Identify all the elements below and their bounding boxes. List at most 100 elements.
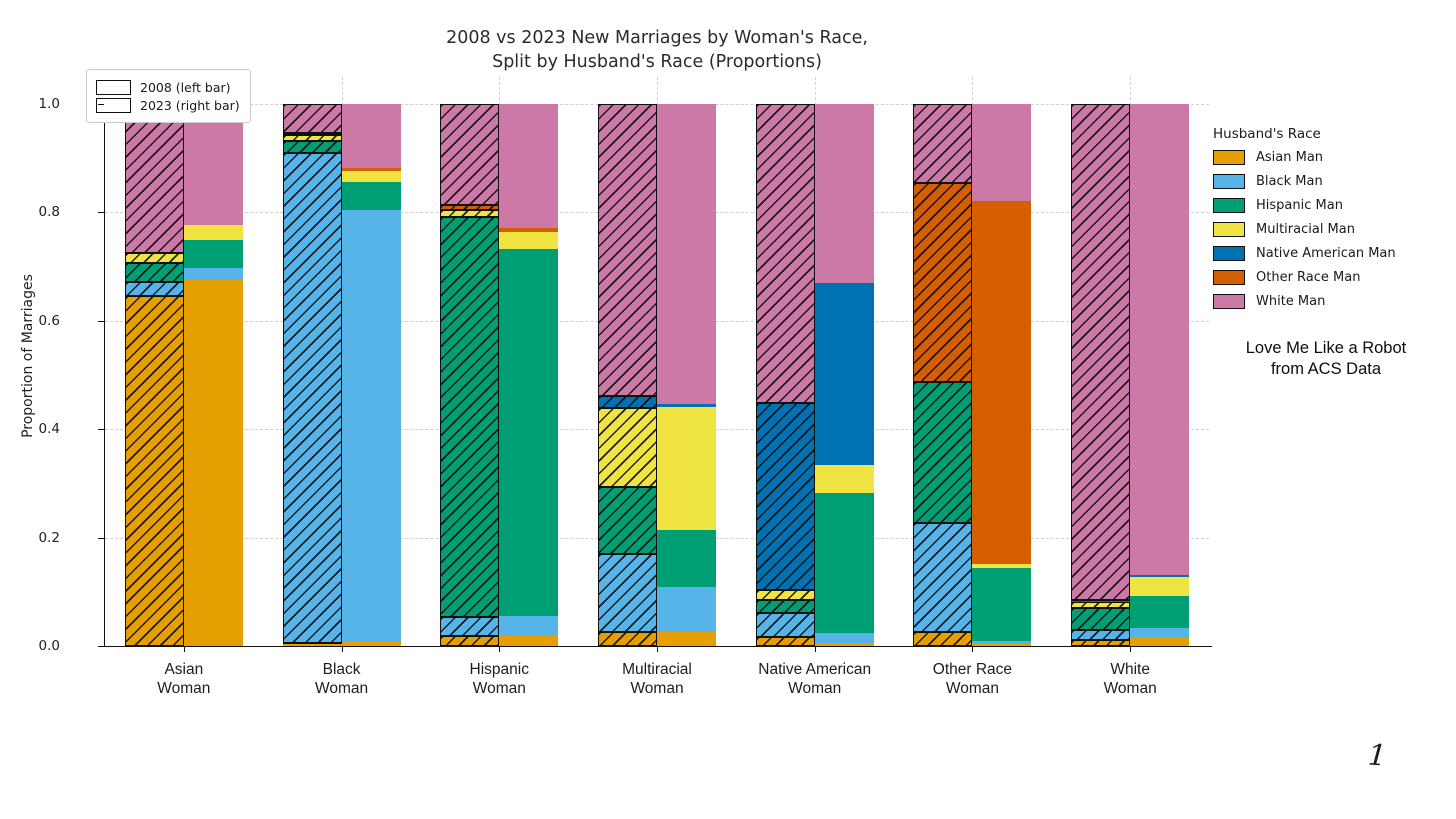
chart-title-line2: Split by Husband's Race (Proportions)	[492, 52, 822, 72]
legend-color-swatch	[1213, 198, 1245, 213]
stacked-bar-2023	[814, 104, 874, 646]
plain-swatch	[96, 98, 131, 113]
legend-color-swatch	[1213, 246, 1245, 261]
bar-segment-white-man	[598, 104, 657, 397]
bar-segment-white-man	[1071, 104, 1131, 600]
bar-segment-white-man	[341, 104, 401, 168]
chart-title-line1: 2008 vs 2023 New Marriages by Woman's Ra…	[446, 28, 868, 48]
bar-segment-asian-man	[282, 642, 342, 646]
bar-segment-multiracial-man	[499, 231, 559, 249]
bar-segment-white-man	[183, 104, 243, 225]
bar-segment-asian-man	[1071, 640, 1131, 646]
bar-segment-white-man	[440, 104, 500, 205]
bar-segment-asian-man	[913, 631, 973, 646]
bar-segment-white-man	[1130, 104, 1190, 576]
legend-item-2023-label: 2023 (right bar)	[140, 98, 240, 113]
bar-segment-hispanic-man	[972, 567, 1032, 642]
legend-item-black-man: Black Man	[1213, 174, 1396, 189]
bar-segment-multiracial-man	[657, 407, 716, 531]
bar-segment-hispanic-man	[814, 493, 874, 633]
bar-segment-multiracial-man	[124, 253, 184, 264]
bar-segment-asian-man	[499, 636, 559, 646]
year-legend: 2008 (left bar) 2023 (right bar)	[86, 69, 251, 123]
legend-item-2008-label: 2008 (left bar)	[140, 80, 231, 95]
bar-segment-other-race-man	[972, 201, 1032, 564]
stacked-bar-2023	[341, 104, 401, 646]
page-number: 1	[1366, 737, 1388, 773]
bar-segment-multiracial-man	[440, 210, 500, 217]
stacked-bar-2008	[1071, 104, 1131, 646]
x-tick-mark	[341, 647, 343, 652]
x-tick-mark	[657, 647, 658, 652]
bar-segment-white-man	[657, 104, 716, 405]
y-tick-mark	[98, 104, 104, 105]
bar-segment-asian-man	[755, 636, 815, 646]
bar-segment-asian-man	[598, 631, 657, 646]
bar-segment-multiracial-man	[183, 224, 243, 241]
legend-item-white-man: White Man	[1213, 294, 1396, 309]
legend-item-other-race-man: Other Race Man	[1213, 270, 1396, 285]
bar-segment-hispanic-man	[657, 530, 716, 587]
bar-segment-native-american-man	[1071, 599, 1131, 603]
legend-color-swatch	[1213, 294, 1245, 309]
bar-segment-other-race-man	[341, 168, 401, 172]
bar-segment-multiracial-man	[1130, 577, 1190, 596]
bar-segment-black-man	[1071, 629, 1131, 641]
bar-segment-asian-man	[814, 642, 874, 646]
bar-segment-multiracial-man	[1071, 602, 1131, 609]
bar-segment-black-man	[972, 641, 1032, 645]
legend-item-label: Native American Man	[1256, 246, 1396, 261]
x-tick-mark	[499, 647, 501, 652]
bar-segment-multiracial-man	[755, 590, 815, 600]
annotation-line1: Love Me Like a Robot	[1245, 339, 1407, 357]
bar-segment-asian-man	[972, 644, 1032, 646]
watermark-annotation: Love Me Like a Robot from ACS Data	[1215, 338, 1437, 380]
bar-segment-hispanic-man	[183, 240, 243, 269]
bar-segment-native-american-man	[598, 396, 657, 409]
legend-item-multiracial-man: Multiracial Man	[1213, 222, 1396, 237]
chart-title: 2008 vs 2023 New Marriages by Woman's Ra…	[105, 26, 1209, 74]
bar-segment-native-american-man	[755, 403, 815, 591]
x-tick-label: Multiracial Woman	[622, 661, 692, 697]
y-tick-label: 0.2	[38, 529, 60, 546]
bar-segment-black-man	[183, 268, 243, 281]
bar-segment-hispanic-man	[282, 141, 342, 154]
bar-segment-white-man	[282, 104, 342, 134]
legend-item-2008: 2008 (left bar)	[96, 80, 240, 95]
bar-segment-multiracial-man	[282, 135, 342, 142]
x-tick-mark	[814, 647, 816, 652]
legend-color-swatch	[1213, 174, 1245, 189]
legend-item-2023: 2023 (right bar)	[96, 98, 240, 113]
x-tick-label: Black Woman	[315, 661, 369, 697]
bar-segment-asian-man	[1130, 637, 1190, 646]
x-tick-mark	[972, 647, 974, 652]
y-tick-label: 0.6	[38, 312, 60, 329]
bar-segment-other-race-man	[499, 228, 559, 232]
y-tick-mark	[98, 429, 104, 431]
husband-race-legend-title: Husband's Race	[1213, 126, 1321, 142]
x-axis-spine	[98, 646, 1212, 647]
legend-item-native-american-man: Native American Man	[1213, 246, 1396, 261]
stacked-bar-2008	[282, 104, 342, 646]
bar-segment-other-race-man	[913, 183, 973, 383]
bar-segment-multiracial-man	[598, 408, 657, 488]
bar-segment-hispanic-man	[499, 248, 559, 617]
bar-segment-asian-man	[124, 296, 184, 646]
stacked-bar-2023	[972, 104, 1032, 646]
y-tick-label: 0.8	[38, 204, 60, 221]
legend-color-swatch	[1213, 222, 1245, 237]
bar-segment-asian-man	[341, 640, 401, 646]
legend-item-label: Hispanic Man	[1256, 198, 1343, 213]
bar-segment-black-man	[755, 612, 815, 637]
y-axis-spine	[104, 77, 105, 647]
bar-segment-black-man	[598, 554, 657, 632]
plot-area	[105, 77, 1209, 646]
y-tick-mark	[98, 320, 104, 322]
y-tick-mark	[98, 212, 104, 214]
bar-segment-hispanic-man	[1071, 608, 1131, 630]
x-tick-mark	[183, 647, 185, 652]
bar-segment-native-american-man	[282, 134, 342, 136]
bar-segment-hispanic-man	[124, 263, 184, 282]
stacked-bar-2023	[183, 104, 243, 646]
